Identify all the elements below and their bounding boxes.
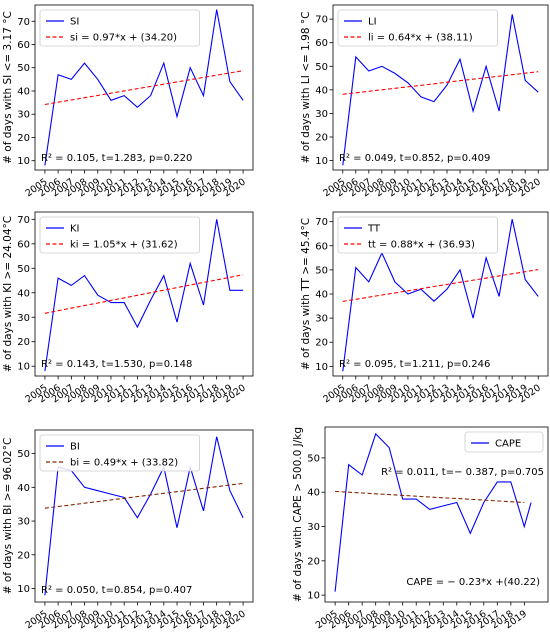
trend-line (44, 482, 244, 509)
chart-panel: 1020304050607020052006200720082009201020… (300, 4, 549, 199)
y-tick-label: 10 (17, 584, 30, 595)
y-tick-label: 40 (315, 85, 328, 96)
y-tick-label: 30 (17, 517, 30, 528)
y-tick-label: 50 (17, 264, 30, 275)
y-tick-label: 10 (17, 156, 30, 167)
y-tick-label: 60 (315, 38, 328, 49)
y-axis-label: # of days with BI >= 96.02°C (2, 438, 14, 595)
legend-label: ki = 1.05*x + (31.62) (70, 240, 178, 251)
series-line (44, 219, 244, 372)
legend-label: KI (70, 224, 80, 235)
trend-line (342, 71, 539, 95)
y-tick-label: 60 (17, 40, 30, 51)
y-tick-label: 40 (17, 86, 30, 97)
stats-annotation: R² = 0.105, t=1.283, p=0.220 (41, 153, 192, 164)
y-tick-label: 60 (17, 239, 30, 250)
series-line (44, 436, 244, 596)
y-tick-label: 30 (17, 313, 30, 324)
y-axis-label: # of days with TT >= 45.4°C (300, 218, 312, 370)
y-tick-label: 30 (17, 110, 30, 121)
legend-label: SI (70, 17, 79, 28)
y-tick-label: 30 (307, 522, 320, 533)
legend-box (337, 216, 499, 254)
y-tick-label: 10 (315, 156, 328, 167)
y-axis-label: # of days with CAPE > 500.0 J/kg (292, 427, 304, 602)
trend-line (44, 70, 244, 106)
y-tick-label: 20 (315, 338, 328, 349)
chart-panel: 1020304050607020052006200720082009201020… (300, 211, 549, 405)
y-tick-label: 20 (315, 133, 328, 144)
chart-panel: 1020304050607020052006200720082009201020… (2, 211, 254, 405)
y-tick-label: 40 (315, 290, 328, 301)
y-tick-label: 70 (17, 215, 30, 226)
y-tick-label: 40 (17, 288, 30, 299)
chart-panel: 1020304050200520062007200820092010201120… (2, 429, 254, 631)
legend-box (39, 216, 201, 254)
trend-line (335, 490, 525, 504)
stats-annotation: R² = 0.049, t=0.852, p=0.409 (339, 153, 490, 164)
stats-annotation: R² = 0.143, t=1.530, p=0.148 (41, 359, 192, 370)
legend-box (39, 434, 201, 472)
y-tick-label: 70 (315, 15, 328, 26)
y-tick-label: 50 (17, 449, 30, 460)
legend-label: si = 0.97*x + (34.20) (70, 33, 177, 44)
y-tick-label: 70 (17, 17, 30, 28)
y-tick-label: 20 (17, 337, 30, 348)
stats-annotation: R² = 0.011, t=− 0.387, p=0.705 (381, 467, 544, 478)
series-line (342, 219, 539, 372)
y-tick-label: 50 (17, 63, 30, 74)
trend-line (44, 274, 244, 314)
y-tick-label: 50 (307, 453, 320, 464)
y-tick-label: 40 (307, 488, 320, 499)
axes-frame (332, 4, 549, 171)
axes-frame (34, 4, 254, 171)
chart-panel: 1020304050607020052006200720082009201020… (2, 4, 254, 199)
stats-annotation: R² = 0.095, t=1.211, p=0.246 (339, 359, 490, 370)
y-tick-label: 30 (315, 109, 328, 120)
legend-label: CAPE (495, 439, 521, 450)
y-tick-label: 20 (17, 133, 30, 144)
y-tick-label: 50 (315, 62, 328, 73)
y-axis-label: # of days with LI <= 1.98 °C (300, 12, 312, 164)
stats-annotation: R² = 0.050, t=0.854, p=0.407 (41, 585, 192, 596)
series-line (44, 9, 244, 166)
legend-label: li = 0.64*x + (38.11) (368, 33, 473, 44)
y-tick-label: 70 (315, 217, 328, 228)
legend-box (39, 9, 201, 47)
legend-label: tt = 0.88*x + (36.93) (368, 240, 475, 251)
legend-box (337, 9, 499, 47)
chart-panel: 1020304050200520062007200820092010201120… (292, 426, 549, 631)
trend-line (342, 269, 539, 302)
y-tick-label: 40 (17, 483, 30, 494)
y-tick-label: 10 (315, 362, 328, 373)
y-tick-label: 30 (315, 314, 328, 325)
y-tick-label: 50 (315, 265, 328, 276)
legend-label: BI (70, 442, 80, 453)
y-tick-label: 10 (307, 591, 320, 602)
y-tick-label: 20 (307, 556, 320, 567)
legend-box (464, 431, 544, 453)
legend-label: bi = 0.49*x + (33.82) (70, 458, 178, 469)
legend-label: TT (367, 224, 381, 235)
legend-label: LI (368, 17, 377, 28)
y-tick-label: 20 (17, 550, 30, 561)
y-tick-label: 60 (315, 241, 328, 252)
y-axis-label: # of days with SI <= 3.17 °C (2, 11, 14, 164)
equation-label: CAPE = − 0.23*x +(40.22) (406, 577, 540, 588)
axes-frame (34, 429, 254, 603)
series-line (342, 14, 539, 166)
series-line (334, 432, 532, 592)
axes-frame (34, 211, 254, 377)
y-tick-label: 10 (17, 362, 30, 373)
axes-frame (324, 426, 549, 603)
y-axis-label: # of days with KI >= 24.04°C (2, 216, 14, 372)
